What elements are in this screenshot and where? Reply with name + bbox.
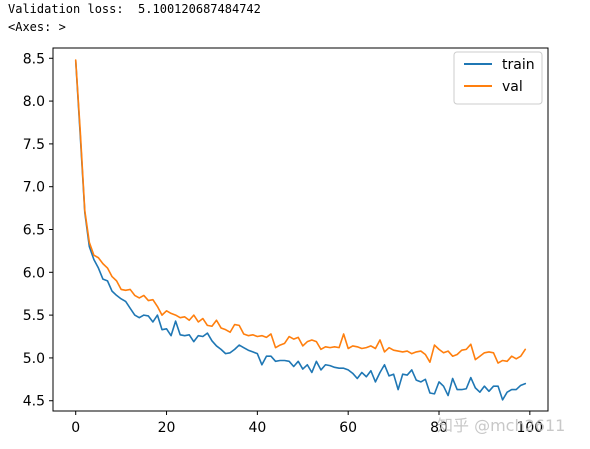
y-tick-label-5.0: 5.0 (23, 351, 45, 367)
loss-line-chart: 0 20 40 60 80 1004.55.05.56.06.57.07.58.08.5 … (23, 47, 549, 436)
x-tick-label-60: 60 (339, 420, 357, 436)
series-line-train (74, 60, 527, 401)
y-tick-label-8.0: 8.0 (23, 94, 45, 110)
x-tick-label-80: 80 (430, 420, 448, 436)
legend-label-val: val (502, 79, 523, 95)
y-tick-label-8.5: 8.5 (23, 51, 45, 67)
y-tick-label-6.0: 6.0 (23, 265, 45, 281)
x-tick-label-40: 40 (248, 420, 266, 436)
y-tick-label-7.0: 7.0 (23, 180, 45, 196)
y-tick-label-4.5: 4.5 (23, 394, 45, 410)
axes-repr-output: <Axes: > (8, 20, 66, 34)
x-tick-label-0: 0 (71, 420, 80, 436)
y-tick-label-5.5: 5.5 (23, 308, 45, 324)
x-tick-label-20: 20 (158, 420, 176, 436)
legend: train val (453, 51, 543, 105)
ticks-layer: 0 20 40 60 80 100 4.5 5.0 5.5 6.0 6.5 7.0 7.5 8.0 8.5 (23, 51, 543, 436)
y-tick-label-6.5: 6.5 (23, 223, 45, 239)
series-layer (74, 59, 527, 401)
validation-loss-output: Validation loss: 5.100120687484742 (8, 2, 261, 16)
y-tick-label-7.5: 7.5 (23, 137, 45, 153)
watermark: 知乎 @mch2611 (437, 416, 566, 435)
x-tick-label-100: 100 (516, 420, 543, 436)
series-line-val (74, 59, 527, 364)
legend-label-train: train (502, 57, 535, 73)
